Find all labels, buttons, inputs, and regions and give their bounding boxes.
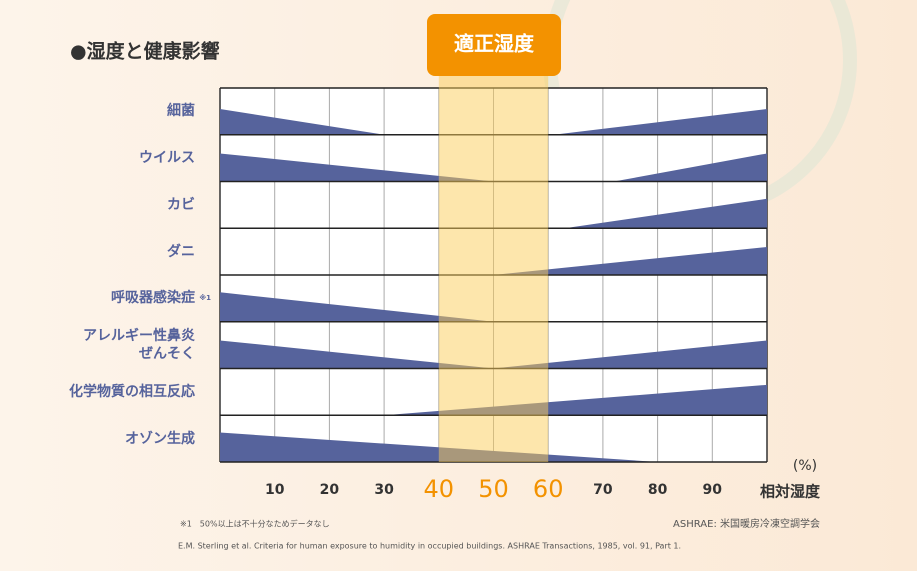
x-tick-label: 20 [320,482,340,498]
row-label: ウイルス [139,149,195,167]
row-label: 呼吸器感染症 ※1 [111,289,211,307]
optimal-label: 適正湿度 [454,32,535,56]
risk-wedge-low [220,340,494,369]
row-label: ダニ [167,243,195,261]
row-label-text: カビ [167,196,195,213]
source-org: ASHRAE: 米国暖房冷凍空調学会 [673,517,820,530]
risk-wedge-low [220,292,494,322]
row-label: 化学物質の相互反応 [69,383,195,401]
row-label: オゾン生成 [125,430,195,448]
risk-wedge-high [493,340,767,369]
x-tick-label: 60 [533,475,564,503]
risk-wedge-low [220,109,385,135]
x-tick-label: 90 [703,482,723,498]
row-label: アレルギー性鼻炎 ぜんそく [83,327,195,363]
row-label-text: オゾン生成 [125,430,195,447]
footnote: ※1 50%以上は不十分なためデータなし [180,519,330,529]
optimal-band [438,75,549,462]
risk-wedge-high [493,246,767,275]
x-label: 相対湿度 [760,483,821,501]
row-label-text: アレルギー性鼻炎 ぜんそく [83,328,195,363]
chart-title: ●湿度と健康影響 [70,40,220,63]
row-label-text: 細菌 [167,103,195,120]
row-label-text: 呼吸器感染症 [111,290,195,307]
risk-wedge-low [220,153,494,182]
x-tick-label: 40 [424,475,455,503]
x-tick-label: 80 [648,482,668,498]
x-tick-label: 10 [265,482,285,498]
row-label-text: 化学物質の相互反応 [69,383,195,400]
row-label: 細菌 [167,102,195,120]
risk-wedge-high [553,109,767,135]
row-label: カビ [167,196,195,214]
x-unit: (%) [793,458,817,474]
x-tick-label: 30 [374,482,394,498]
optimal-badge [427,14,561,76]
risk-wedge-high [564,198,767,229]
citation: E.M. Sterling et al. Criteria for human … [178,542,681,551]
row-label-text: ダニ [167,243,195,260]
note-mark: ※1 [199,294,211,303]
x-tick-label: 50 [478,475,509,503]
row-label-text: ウイルス [139,150,195,167]
risk-wedge-high [613,153,767,182]
x-tick-label: 70 [593,482,613,498]
